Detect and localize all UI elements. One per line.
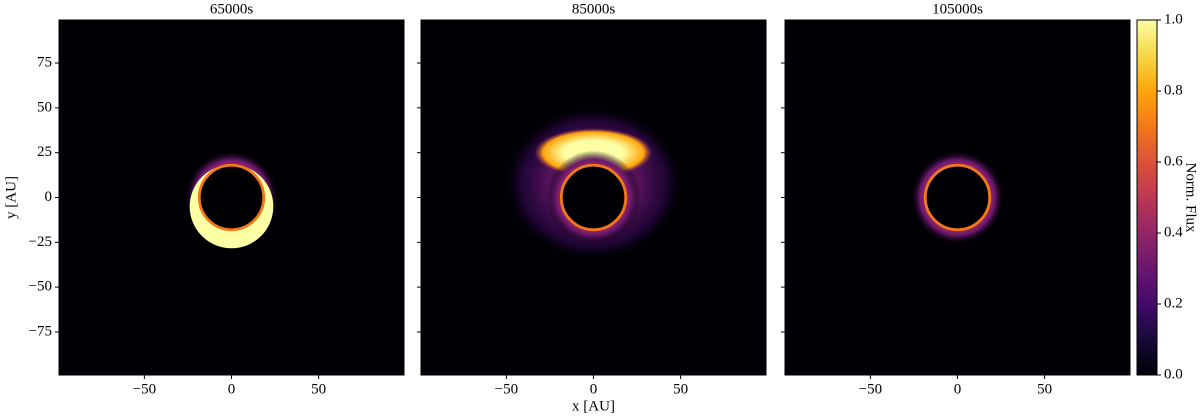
x-tick-label: 0 — [228, 381, 236, 397]
colorbar-tick-label: 0.0 — [1164, 366, 1183, 382]
y-axis-label: y [AU] — [3, 176, 19, 219]
y-tick-label: 75 — [37, 54, 52, 70]
colorbar-tick-label: 0.8 — [1164, 82, 1183, 98]
colorbar-label: Norm. Flux — [1183, 162, 1199, 233]
x-tick-label: 50 — [1037, 381, 1052, 397]
y-tick-label: 50 — [37, 99, 52, 115]
x-tick-label: −50 — [133, 381, 156, 397]
colorbar-tick-label: 0.4 — [1164, 224, 1183, 240]
panel-title: 85000s — [572, 1, 616, 17]
colorbar-tick-label: 0.2 — [1164, 295, 1183, 311]
colorbar-tick-label: 1.0 — [1164, 11, 1183, 27]
ring — [559, 163, 628, 232]
x-tick-label: 0 — [954, 381, 962, 397]
ring — [923, 163, 992, 232]
x-tick-label: 50 — [673, 381, 688, 397]
x-tick-label: 50 — [311, 381, 326, 397]
x-tick-label: −50 — [859, 381, 882, 397]
colorbar-tick-label: 0.6 — [1164, 153, 1183, 169]
y-tick-label: −25 — [29, 234, 52, 250]
image-panel — [421, 20, 766, 375]
y-tick-label: −75 — [29, 323, 52, 339]
panel-title: 65000s — [210, 1, 254, 17]
image-panel — [59, 20, 404, 375]
y-tick-label: 25 — [37, 144, 52, 160]
ring — [197, 163, 266, 232]
y-tick-label: 0 — [45, 189, 53, 205]
panel-title: 105000s — [932, 1, 983, 17]
colorbar — [1136, 19, 1158, 376]
x-tick-label: 0 — [590, 381, 598, 397]
y-tick-label: −50 — [29, 279, 52, 295]
x-axis-label: x [AU] — [572, 398, 615, 414]
image-panel — [785, 20, 1130, 375]
x-tick-label: −50 — [495, 381, 518, 397]
